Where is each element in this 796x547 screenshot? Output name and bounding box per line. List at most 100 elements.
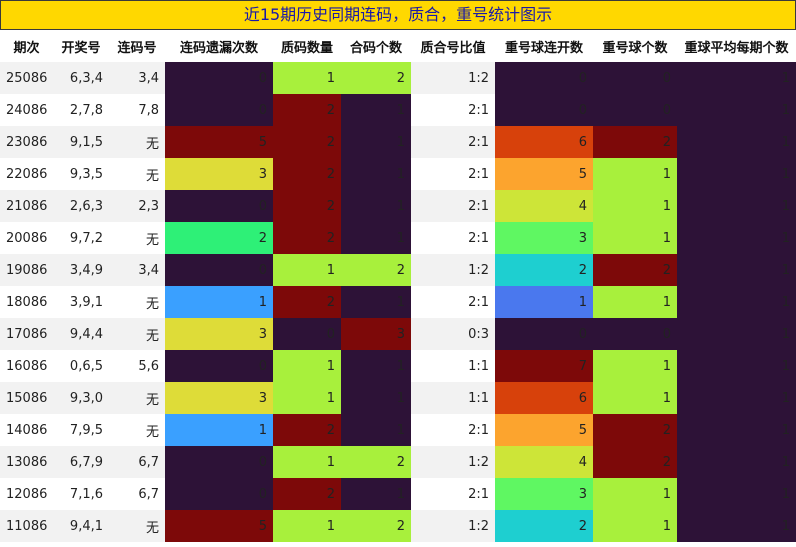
col-header-prime: 质码数量	[273, 30, 341, 62]
ratio-cell: 2:1	[411, 190, 495, 222]
table-row: 14086 7,9,5 无 1 2 1 2:1 5 2 1	[0, 414, 796, 446]
table-row: 17086 9,4,4 无 3 0 3 0:3 0 0 1	[0, 318, 796, 350]
table-row: 11086 9,4,1 无 5 1 2 1:2 2 1 1	[0, 510, 796, 542]
consec-cell: 6,7	[109, 478, 165, 510]
composite-cell: 1	[341, 190, 411, 222]
prime-cell: 2	[273, 222, 341, 254]
table-row: 18086 3,9,1 无 1 2 1 2:1 1 1 1	[0, 286, 796, 318]
repeat-count-cell: 1	[593, 510, 677, 542]
avg-cell: 1	[677, 126, 796, 158]
period-cell: 20086	[0, 222, 53, 254]
ratio-cell: 2:1	[411, 158, 495, 190]
table-row: 15086 9,3,0 无 3 1 1 1:1 6 1 1	[0, 382, 796, 414]
repeat-count-cell: 2	[593, 414, 677, 446]
col-header-repeat-run: 重号球连开数	[495, 30, 593, 62]
prime-cell: 2	[273, 414, 341, 446]
avg-cell: 1	[677, 382, 796, 414]
avg-cell: 1	[677, 318, 796, 350]
prime-cell: 1	[273, 382, 341, 414]
col-header-consec: 连码号	[109, 30, 165, 62]
avg-cell: 1	[677, 478, 796, 510]
composite-cell: 2	[341, 510, 411, 542]
prime-cell: 1	[273, 446, 341, 478]
composite-cell: 1	[341, 414, 411, 446]
miss-cell: 5	[165, 510, 273, 542]
period-cell: 13086	[0, 446, 53, 478]
ratio-cell: 1:2	[411, 510, 495, 542]
prime-cell: 2	[273, 286, 341, 318]
miss-cell: 3	[165, 318, 273, 350]
repeat-run-cell: 3	[495, 222, 593, 254]
chart-title: 近15期历史同期连码，质合，重号统计图示	[0, 0, 796, 30]
miss-cell: 0	[165, 350, 273, 382]
miss-cell: 5	[165, 126, 273, 158]
repeat-count-cell: 2	[593, 446, 677, 478]
repeat-run-cell: 5	[495, 414, 593, 446]
composite-cell: 1	[341, 286, 411, 318]
avg-cell: 1	[677, 446, 796, 478]
table-row: 25086 6,3,4 3,4 0 1 2 1:2 0 0 1	[0, 62, 796, 94]
ratio-cell: 1:1	[411, 350, 495, 382]
repeat-run-cell: 1	[495, 286, 593, 318]
prime-cell: 0	[273, 318, 341, 350]
ratio-cell: 2:1	[411, 478, 495, 510]
draw-cell: 0,6,5	[53, 350, 109, 382]
prime-cell: 1	[273, 254, 341, 286]
avg-cell: 1	[677, 254, 796, 286]
period-cell: 15086	[0, 382, 53, 414]
miss-cell: 3	[165, 158, 273, 190]
repeat-count-cell: 0	[593, 318, 677, 350]
consec-cell: 无	[109, 286, 165, 318]
draw-cell: 6,3,4	[53, 62, 109, 94]
table-row: 19086 3,4,9 3,4 0 1 2 1:2 2 2 1	[0, 254, 796, 286]
col-header-period: 期次	[0, 30, 53, 62]
consec-cell: 无	[109, 414, 165, 446]
draw-cell: 9,7,2	[53, 222, 109, 254]
composite-cell: 2	[341, 254, 411, 286]
miss-cell: 0	[165, 478, 273, 510]
repeat-run-cell: 6	[495, 126, 593, 158]
composite-cell: 2	[341, 62, 411, 94]
ratio-cell: 1:1	[411, 382, 495, 414]
repeat-count-cell: 1	[593, 382, 677, 414]
repeat-count-cell: 2	[593, 126, 677, 158]
draw-cell: 6,7,9	[53, 446, 109, 478]
composite-cell: 1	[341, 350, 411, 382]
miss-cell: 0	[165, 62, 273, 94]
repeat-run-cell: 2	[495, 254, 593, 286]
prime-cell: 2	[273, 478, 341, 510]
col-header-draw: 开奖号	[53, 30, 109, 62]
consec-cell: 6,7	[109, 446, 165, 478]
repeat-count-cell: 0	[593, 62, 677, 94]
repeat-count-cell: 1	[593, 158, 677, 190]
prime-cell: 2	[273, 190, 341, 222]
ratio-cell: 0:3	[411, 318, 495, 350]
avg-cell: 1	[677, 190, 796, 222]
avg-cell: 1	[677, 222, 796, 254]
prime-cell: 2	[273, 94, 341, 126]
prime-cell: 1	[273, 62, 341, 94]
repeat-count-cell: 0	[593, 94, 677, 126]
table-row: 16086 0,6,5 5,6 0 1 1 1:1 7 1 1	[0, 350, 796, 382]
draw-cell: 9,4,4	[53, 318, 109, 350]
repeat-run-cell: 3	[495, 478, 593, 510]
repeat-count-cell: 1	[593, 190, 677, 222]
draw-cell: 2,7,8	[53, 94, 109, 126]
repeat-count-cell: 1	[593, 478, 677, 510]
period-cell: 25086	[0, 62, 53, 94]
col-header-composite: 合码个数	[341, 30, 411, 62]
table-row: 20086 9,7,2 无 2 2 1 2:1 3 1 1	[0, 222, 796, 254]
draw-cell: 9,3,0	[53, 382, 109, 414]
draw-cell: 9,1,5	[53, 126, 109, 158]
repeat-run-cell: 0	[495, 62, 593, 94]
repeat-run-cell: 7	[495, 350, 593, 382]
miss-cell: 2	[165, 222, 273, 254]
miss-cell: 0	[165, 254, 273, 286]
period-cell: 22086	[0, 158, 53, 190]
period-cell: 21086	[0, 190, 53, 222]
avg-cell: 1	[677, 94, 796, 126]
repeat-count-cell: 1	[593, 286, 677, 318]
period-cell: 17086	[0, 318, 53, 350]
composite-cell: 1	[341, 478, 411, 510]
prime-cell: 1	[273, 510, 341, 542]
